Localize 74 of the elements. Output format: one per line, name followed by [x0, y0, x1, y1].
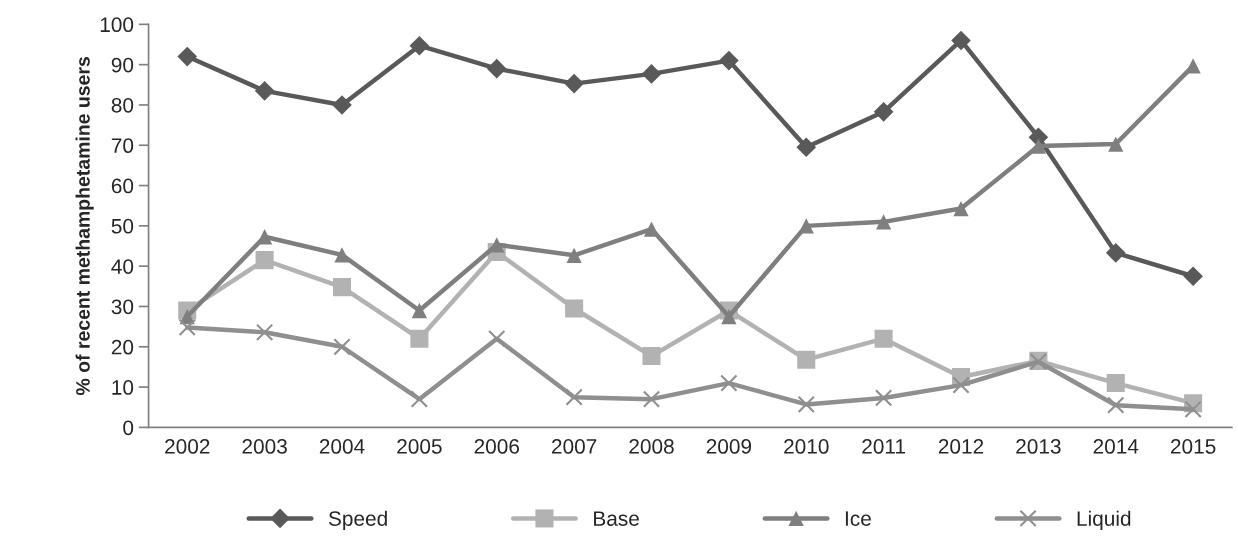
- x-tick-label: 2011: [862, 439, 906, 454]
- point: [255, 251, 274, 270]
- x-tick-label: 2003: [242, 439, 287, 454]
- y-tick-label: 0: [123, 420, 134, 436]
- point: [486, 58, 507, 79]
- point: [798, 218, 814, 234]
- y-tick-label: 80: [111, 97, 134, 113]
- point: [873, 101, 894, 122]
- point: [951, 30, 971, 51]
- x-tick-label: 2010: [784, 439, 829, 454]
- x-tick-label: 2014: [1093, 439, 1139, 454]
- point: [952, 376, 970, 394]
- point: [334, 247, 350, 263]
- point: [1105, 243, 1126, 263]
- point: [874, 329, 893, 348]
- legend-label: Liquid: [1077, 510, 1131, 531]
- y-tick-label: 40: [111, 259, 134, 274]
- y-tick-label: 100: [100, 17, 134, 33]
- point: [565, 388, 583, 406]
- x-tick-label: 2012: [938, 439, 984, 454]
- x-tick-label: 2008: [629, 439, 674, 454]
- point: [1106, 374, 1125, 393]
- legend-label: Base: [594, 511, 639, 526]
- point: [797, 395, 815, 414]
- x-tick-label: 2004: [319, 439, 365, 454]
- point: [409, 35, 430, 56]
- point: [177, 46, 198, 67]
- point: [1108, 136, 1124, 152]
- point: [255, 323, 274, 341]
- x-tick-label: 2013: [1016, 439, 1061, 454]
- y-tick-label: 90: [111, 57, 134, 73]
- point: [641, 64, 662, 84]
- point: [796, 137, 817, 158]
- point: [178, 318, 196, 337]
- point: [797, 350, 816, 369]
- point: [565, 299, 584, 318]
- point: [953, 200, 969, 217]
- point: [875, 214, 892, 230]
- x-tick-label: 2005: [397, 439, 442, 454]
- legend-label: Ice: [845, 511, 871, 526]
- x-tick-label: 2009: [706, 439, 752, 454]
- point: [1030, 138, 1047, 154]
- point: [332, 95, 352, 115]
- point: [410, 390, 429, 408]
- x-tick-label: 2007: [552, 439, 597, 454]
- point: [332, 278, 352, 297]
- point: [411, 302, 428, 319]
- point: [642, 390, 661, 408]
- point: [719, 50, 739, 71]
- y-tick-label: 30: [111, 299, 134, 315]
- point: [566, 247, 582, 263]
- point: [564, 73, 584, 94]
- x-tick-label: 2015: [1171, 439, 1216, 454]
- point: [333, 338, 351, 356]
- point: [1183, 266, 1203, 287]
- point: [254, 81, 275, 101]
- point: [410, 329, 429, 348]
- y-tick-label: 70: [111, 138, 134, 154]
- y-tick-label: 20: [111, 339, 134, 355]
- y-tick-label: 50: [111, 218, 134, 234]
- y-axis-title: % of recent methamphetamine users: [75, 57, 94, 396]
- y-tick-label: 60: [111, 178, 134, 194]
- legend-label: Speed: [328, 510, 387, 531]
- point: [720, 374, 738, 392]
- x-tick-label: 2002: [165, 439, 210, 454]
- point: [642, 347, 661, 366]
- point: [1107, 396, 1125, 414]
- point: [721, 308, 737, 325]
- point: [488, 330, 506, 348]
- y-tick-label: 10: [112, 380, 134, 395]
- point: [489, 237, 505, 253]
- point: [1184, 400, 1202, 418]
- x-tick-label: 2006: [474, 439, 520, 454]
- point: [874, 389, 893, 407]
